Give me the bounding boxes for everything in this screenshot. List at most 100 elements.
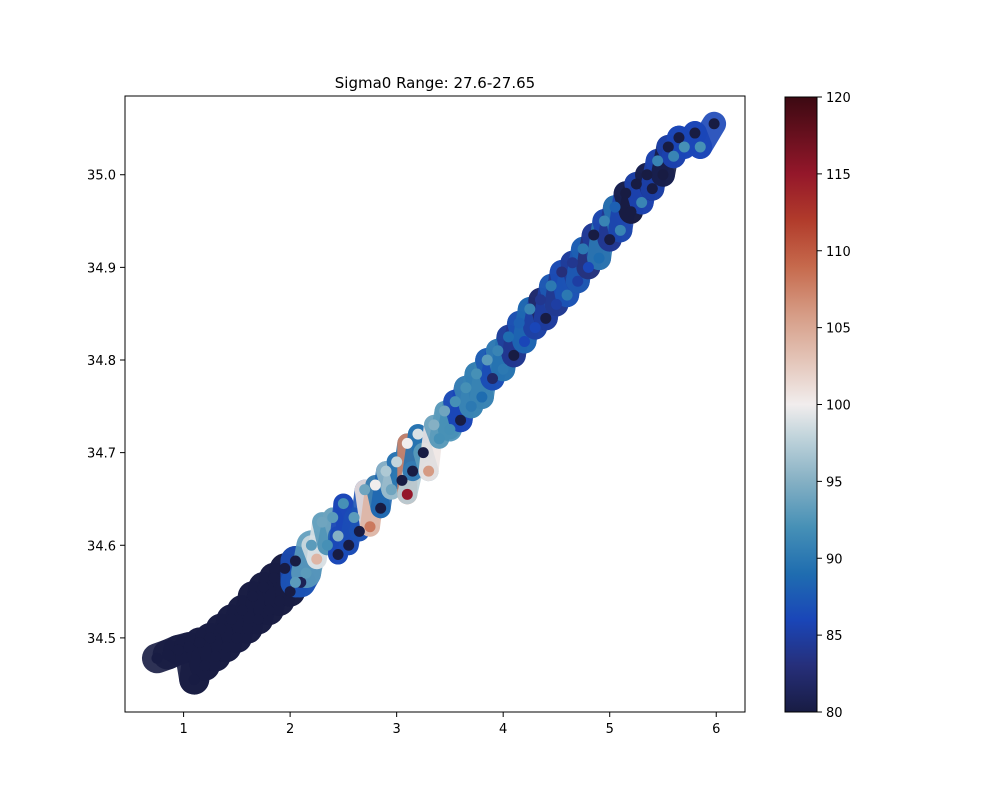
data-point [657,169,669,181]
data-point [534,294,546,306]
data-point [487,373,499,385]
data-point [518,335,530,347]
data-point [588,229,600,241]
data-point [481,354,493,366]
data-point [257,581,269,593]
data-point [625,206,637,218]
y-axis: 34.5 34.6 34.7 34.8 34.9 35.0 [87,169,125,647]
data-point [210,650,222,662]
data-point [332,549,344,561]
colorbar: 80 85 90 95 100 105 110 115 120 [784,91,851,721]
colorbar-tick-label: 105 [826,322,851,337]
data-point [556,266,568,278]
data-point [630,178,642,190]
data-point [247,590,259,602]
data-point [577,243,589,255]
data-point [492,345,504,357]
data-point [503,331,515,343]
data-point [279,562,291,574]
data-point [305,539,317,551]
data-point [215,623,227,635]
x-tick-label: 6 [712,722,720,737]
data-point [497,363,509,375]
data-point [396,474,408,486]
data-point [566,257,578,269]
data-point [289,555,301,567]
colorbar-tick-label: 110 [826,245,851,260]
data-points [151,118,720,686]
data-point [641,169,653,181]
data-point [417,447,429,459]
data-point [268,572,280,584]
data-point [423,465,435,477]
data-point [327,511,339,523]
y-tick-label: 34.6 [87,539,116,554]
data-point [183,641,195,653]
colorbar-fill [785,97,817,712]
data-point [561,289,573,301]
colorbar-tick-label: 100 [826,399,851,414]
data-point [412,428,424,440]
data-point [311,553,323,565]
data-point [364,521,376,533]
data-point [678,141,690,153]
data-point [375,502,387,514]
plot-frame [124,95,746,713]
data-point [273,595,285,607]
data-point [359,484,371,496]
data-point [708,118,720,130]
data-point [353,525,365,537]
data-point [188,674,200,686]
y-tick-label: 34.9 [87,261,116,276]
data-point [513,317,525,329]
colorbar-ticks: 80 85 90 95 100 105 110 115 120 [817,91,851,721]
data-point [242,623,254,635]
colorbar-tick-label: 80 [826,706,843,721]
data-point [151,652,163,664]
x-tick-label: 2 [286,722,294,737]
y-tick-label: 35.0 [87,169,116,184]
data-point [604,234,616,246]
y-tick-label: 34.5 [87,632,116,647]
data-point [465,400,477,412]
data-point [662,141,674,153]
data-point [646,183,658,195]
data-point [455,414,467,426]
data-point [337,498,349,510]
data-point [380,465,392,477]
data-point [263,604,275,616]
data-point [540,312,552,324]
data-point [689,127,701,139]
x-tick-label: 4 [499,722,507,737]
data-point [252,613,264,625]
data-point [332,530,344,542]
data-point [428,419,440,431]
data-point [284,586,296,598]
x-tick-label: 5 [606,722,614,737]
data-point [348,511,360,523]
y-tick-label: 34.8 [87,354,116,369]
data-point [572,275,584,287]
data-point [343,539,355,551]
data-point [231,632,243,644]
data-point [508,349,520,361]
data-point [668,150,680,162]
colorbar-tick-label: 120 [826,91,851,106]
data-point [545,280,557,292]
data-point [582,261,594,273]
data-point [614,224,626,236]
data-point [401,437,413,449]
colorbar-tick-label: 85 [826,629,843,644]
data-point [460,382,472,394]
data-point [316,516,328,528]
data-point [220,641,232,653]
data-point [401,488,413,500]
colorbar-tick-label: 95 [826,475,843,490]
data-point [199,660,211,672]
data-point [321,539,333,551]
data-point [439,405,451,417]
data-point [593,252,605,264]
data-point [433,433,445,445]
data-point [524,303,536,315]
